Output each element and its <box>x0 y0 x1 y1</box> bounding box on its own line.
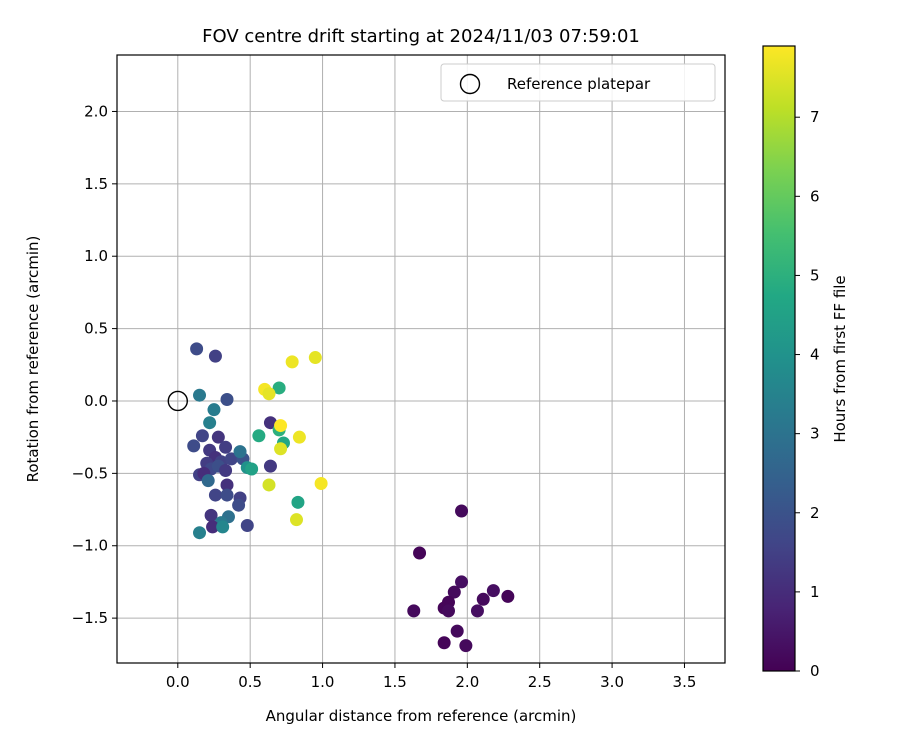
data-point <box>262 478 276 492</box>
grid-lines <box>117 55 725 663</box>
data-point <box>262 387 276 401</box>
data-point <box>207 403 221 417</box>
data-point <box>308 351 322 365</box>
data-point <box>263 459 277 473</box>
y-axis-ticks: 2.0 1.5 1.0 0.5 0.0 −0.5 −1.0 −1.5 <box>72 102 117 627</box>
data-point <box>459 639 473 653</box>
data-point <box>450 624 464 638</box>
data-points <box>187 342 515 653</box>
y-axis-label: Rotation from reference (arcmin) <box>24 236 42 483</box>
data-point <box>252 429 266 443</box>
colorbar-tick-label: 0 <box>810 662 820 680</box>
data-point <box>291 495 305 509</box>
x-tick-label: 0.5 <box>238 673 262 691</box>
data-point <box>442 604 456 618</box>
data-point <box>272 381 286 395</box>
legend-label: Reference platepar <box>507 75 651 93</box>
colorbar-tick-label: 5 <box>810 266 820 284</box>
x-tick-label: 1.0 <box>311 673 335 691</box>
data-point <box>232 498 246 512</box>
colorbar-tick-label: 1 <box>810 583 820 601</box>
data-point <box>470 604 484 618</box>
x-tick-label: 2.0 <box>455 673 479 691</box>
data-point <box>455 504 469 518</box>
data-point <box>285 355 299 369</box>
data-point <box>211 430 225 444</box>
colorbar-label: Hours from first FF file <box>831 275 849 442</box>
colorbar-tick-label: 3 <box>810 425 820 443</box>
data-point <box>501 589 515 603</box>
y-tick-label: 1.0 <box>84 247 108 265</box>
plot-frame <box>116 54 726 664</box>
chart-title: FOV centre drift starting at 2024/11/03 … <box>202 26 640 47</box>
data-point <box>274 442 288 456</box>
reference-point-marker <box>167 390 189 412</box>
data-point <box>193 526 207 540</box>
x-axis-label: Angular distance from reference (arcmin) <box>266 707 577 725</box>
data-point <box>201 474 215 488</box>
x-axis-ticks: 0.0 0.5 1.0 1.5 2.0 2.5 3.0 3.5 <box>166 663 697 691</box>
data-point <box>455 575 469 589</box>
y-tick-label: 2.0 <box>84 102 108 120</box>
data-point <box>220 393 234 407</box>
data-point <box>208 349 222 363</box>
data-point <box>476 592 490 606</box>
data-point <box>220 478 234 492</box>
data-point <box>274 419 288 433</box>
data-point <box>203 416 217 430</box>
data-point <box>220 488 234 502</box>
data-point <box>413 546 427 560</box>
legend: Reference platepar <box>440 63 716 102</box>
colorbar-tick-label: 7 <box>810 108 820 126</box>
data-point <box>245 462 259 476</box>
y-tick-label: 1.5 <box>84 175 108 193</box>
y-tick-label: 0.0 <box>84 392 108 410</box>
data-point <box>447 585 461 599</box>
y-tick-label: 0.5 <box>84 320 108 338</box>
data-point <box>314 476 328 490</box>
data-point <box>292 430 306 444</box>
x-tick-label: 1.5 <box>383 673 407 691</box>
x-tick-label: 0.0 <box>166 673 190 691</box>
data-point <box>216 520 230 534</box>
y-tick-label: −1.0 <box>72 537 108 555</box>
data-point <box>224 452 238 466</box>
data-point <box>208 488 222 502</box>
data-point <box>187 439 201 453</box>
data-point <box>437 636 451 650</box>
data-point <box>233 445 247 459</box>
data-point <box>486 584 500 598</box>
x-tick-label: 3.5 <box>673 673 697 691</box>
data-point <box>290 513 304 527</box>
colorbar-tick-label: 2 <box>810 504 820 522</box>
data-point <box>263 416 277 430</box>
data-point <box>190 342 204 356</box>
colorbar <box>762 45 796 672</box>
y-tick-label: −0.5 <box>72 464 108 482</box>
data-point <box>407 604 421 618</box>
data-point <box>204 508 218 522</box>
x-tick-label: 2.5 <box>528 673 552 691</box>
x-tick-label: 3.0 <box>600 673 624 691</box>
data-point <box>219 463 233 477</box>
legend-marker <box>459 73 481 95</box>
legend-box <box>440 63 716 102</box>
y-tick-label: −1.5 <box>72 609 108 627</box>
data-point <box>206 520 220 534</box>
data-point <box>219 440 233 454</box>
data-point <box>193 388 207 402</box>
colorbar-ticks: 0 1 2 3 4 5 6 7 <box>795 108 820 680</box>
data-point <box>195 429 209 443</box>
colorbar-tick-label: 6 <box>810 187 820 205</box>
colorbar-tick-label: 4 <box>810 346 820 364</box>
data-point <box>240 518 254 532</box>
